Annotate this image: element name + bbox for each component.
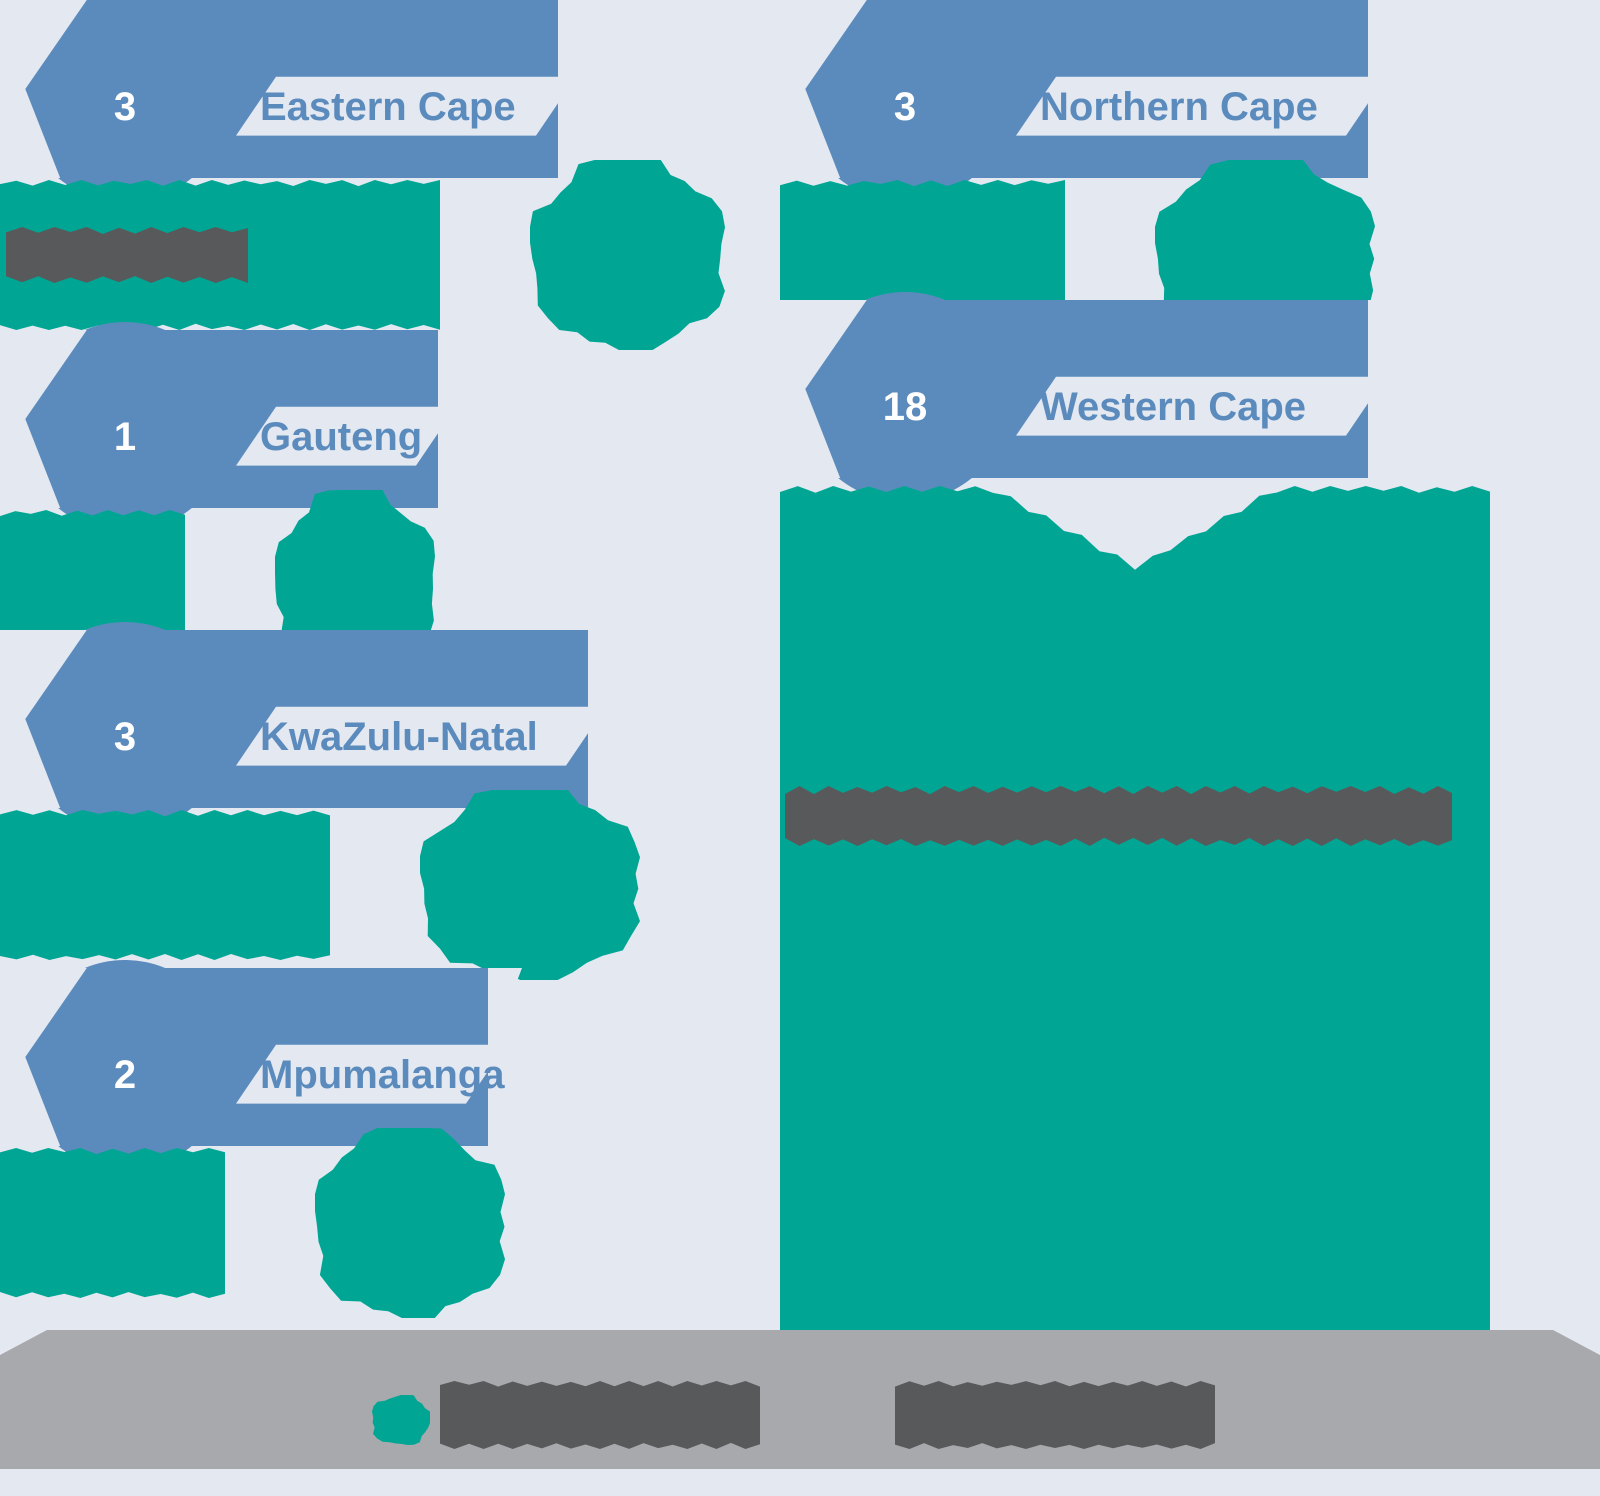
svg-text:3: 3 [114,85,136,129]
svg-text:Northern Cape: Northern Cape [1040,85,1318,129]
svg-text:18: 18 [883,385,928,429]
svg-text:Western Cape: Western Cape [1040,385,1306,429]
svg-text:2: 2 [114,1053,136,1097]
svg-text:KwaZulu-Natal: KwaZulu-Natal [260,715,538,759]
svg-text:3: 3 [114,715,136,759]
svg-text:Mpumalanga: Mpumalanga [260,1053,505,1097]
svg-text:Gauteng: Gauteng [260,415,422,459]
svg-text:1: 1 [114,415,136,459]
svg-text:3: 3 [894,85,916,129]
svg-text:Eastern Cape: Eastern Cape [260,85,516,129]
